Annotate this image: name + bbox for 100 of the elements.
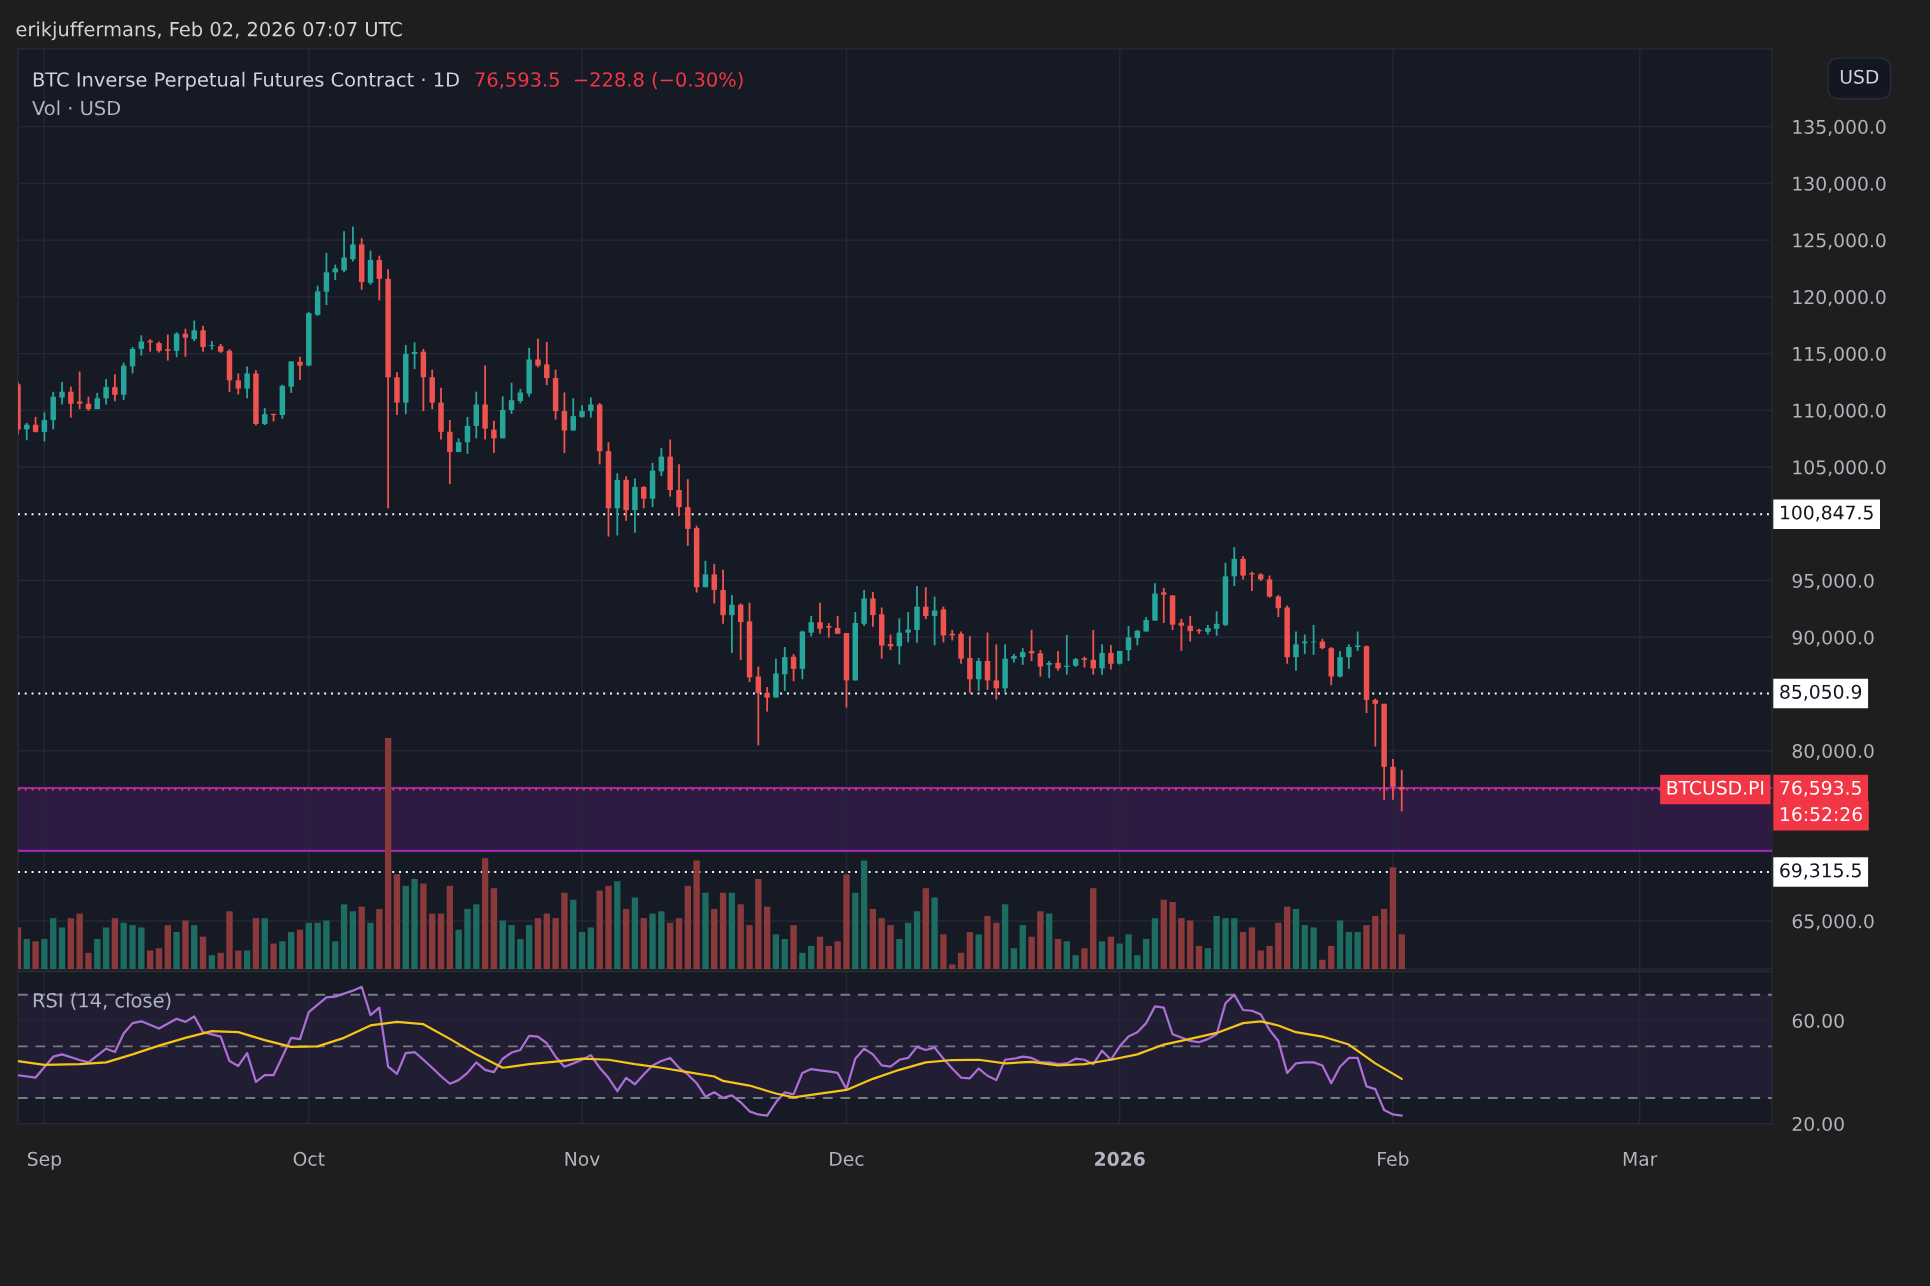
bar (711, 908, 718, 969)
bar (1019, 925, 1026, 969)
bar (402, 885, 409, 969)
bar (552, 918, 559, 969)
candlestick (1125, 625, 1132, 662)
candlestick (993, 643, 1000, 701)
candlestick (1337, 650, 1343, 679)
candlestick (350, 225, 356, 263)
bar (640, 918, 647, 969)
bar (1001, 904, 1009, 969)
bar (481, 858, 489, 969)
ref-line-label: 76,593.5 (1780, 780, 1861, 797)
bar (561, 892, 568, 969)
bar (199, 936, 207, 969)
candlestick (826, 622, 832, 639)
bar (1090, 888, 1097, 969)
candlestick (1213, 610, 1220, 637)
candlestick (447, 419, 453, 486)
bar (32, 941, 39, 969)
candlestick (367, 249, 374, 286)
bar (737, 904, 744, 969)
bar (1107, 936, 1115, 969)
bar (499, 920, 506, 969)
y-tick-label: 80,000.0 (1792, 743, 1874, 761)
candlestick (209, 340, 215, 351)
bar (693, 860, 700, 969)
bar (799, 952, 806, 969)
bar (455, 929, 462, 969)
bar (41, 938, 48, 969)
candlestick (323, 252, 330, 306)
bar (155, 948, 163, 969)
bar (376, 908, 383, 969)
bar (922, 888, 929, 969)
text: BTC Inverse Perpetual Futures Contract · 1D (33, 71, 459, 91)
bar (622, 908, 630, 969)
bar (728, 892, 736, 969)
bar (138, 927, 145, 969)
bar (1195, 945, 1203, 969)
candlestick (182, 327, 189, 358)
y-tick-label: 125,000.0 (1793, 233, 1886, 250)
x-tick-label: 2026 (1095, 1151, 1145, 1166)
candlestick (817, 601, 823, 635)
bar (111, 918, 119, 969)
annotation: BTCUSD.PI (1667, 780, 1764, 795)
bar (1187, 920, 1194, 969)
candlestick (790, 653, 797, 683)
bar (76, 913, 83, 969)
candlestick (975, 657, 982, 692)
bar (1081, 948, 1088, 969)
y-tick-label: 95,000.0 (1792, 573, 1874, 590)
bar (993, 922, 1000, 969)
bar (429, 913, 436, 969)
bar (1336, 920, 1344, 969)
y-tick-label: 115,000.0 (1793, 346, 1886, 363)
candlestick (984, 631, 991, 691)
bar (543, 913, 550, 969)
bar (102, 927, 110, 969)
bar (191, 925, 198, 969)
candlestick (905, 611, 911, 644)
bar (120, 922, 127, 969)
bar (1151, 918, 1159, 969)
candlestick (191, 319, 197, 343)
bar (667, 922, 674, 969)
candlestick (676, 463, 682, 517)
candlestick (464, 416, 471, 455)
candlestick (1266, 574, 1273, 599)
candlestick (729, 594, 735, 654)
bar (975, 934, 982, 969)
bar (904, 922, 912, 969)
candlestick (870, 590, 876, 628)
bar (746, 925, 753, 969)
bar (1072, 955, 1079, 969)
bar (790, 925, 797, 969)
candlestick (165, 333, 171, 362)
bar (684, 885, 691, 969)
bar (1204, 948, 1212, 969)
y-tick-label: 60.00 (1792, 1013, 1844, 1028)
bar (1266, 945, 1273, 969)
y-tick-label: 120,000.0 (1793, 290, 1886, 307)
bar (913, 911, 921, 969)
bar (887, 925, 894, 969)
bar (534, 918, 542, 969)
bar (825, 945, 833, 969)
bar (781, 938, 788, 969)
candlestick (1390, 758, 1396, 801)
bar (358, 906, 365, 969)
candlestick (173, 331, 180, 359)
y-tick-label: 105,000.0 (1793, 460, 1886, 477)
candlestick (967, 635, 973, 694)
bar (940, 934, 947, 969)
bar (578, 932, 586, 969)
bar (217, 952, 224, 969)
candlestick (914, 585, 920, 644)
candlestick (702, 559, 709, 589)
bar (173, 932, 180, 969)
text: 16:52:26 (1781, 807, 1862, 822)
bar (957, 952, 965, 969)
candlestick (923, 586, 929, 621)
bar (816, 936, 824, 969)
candlestick (200, 324, 206, 353)
